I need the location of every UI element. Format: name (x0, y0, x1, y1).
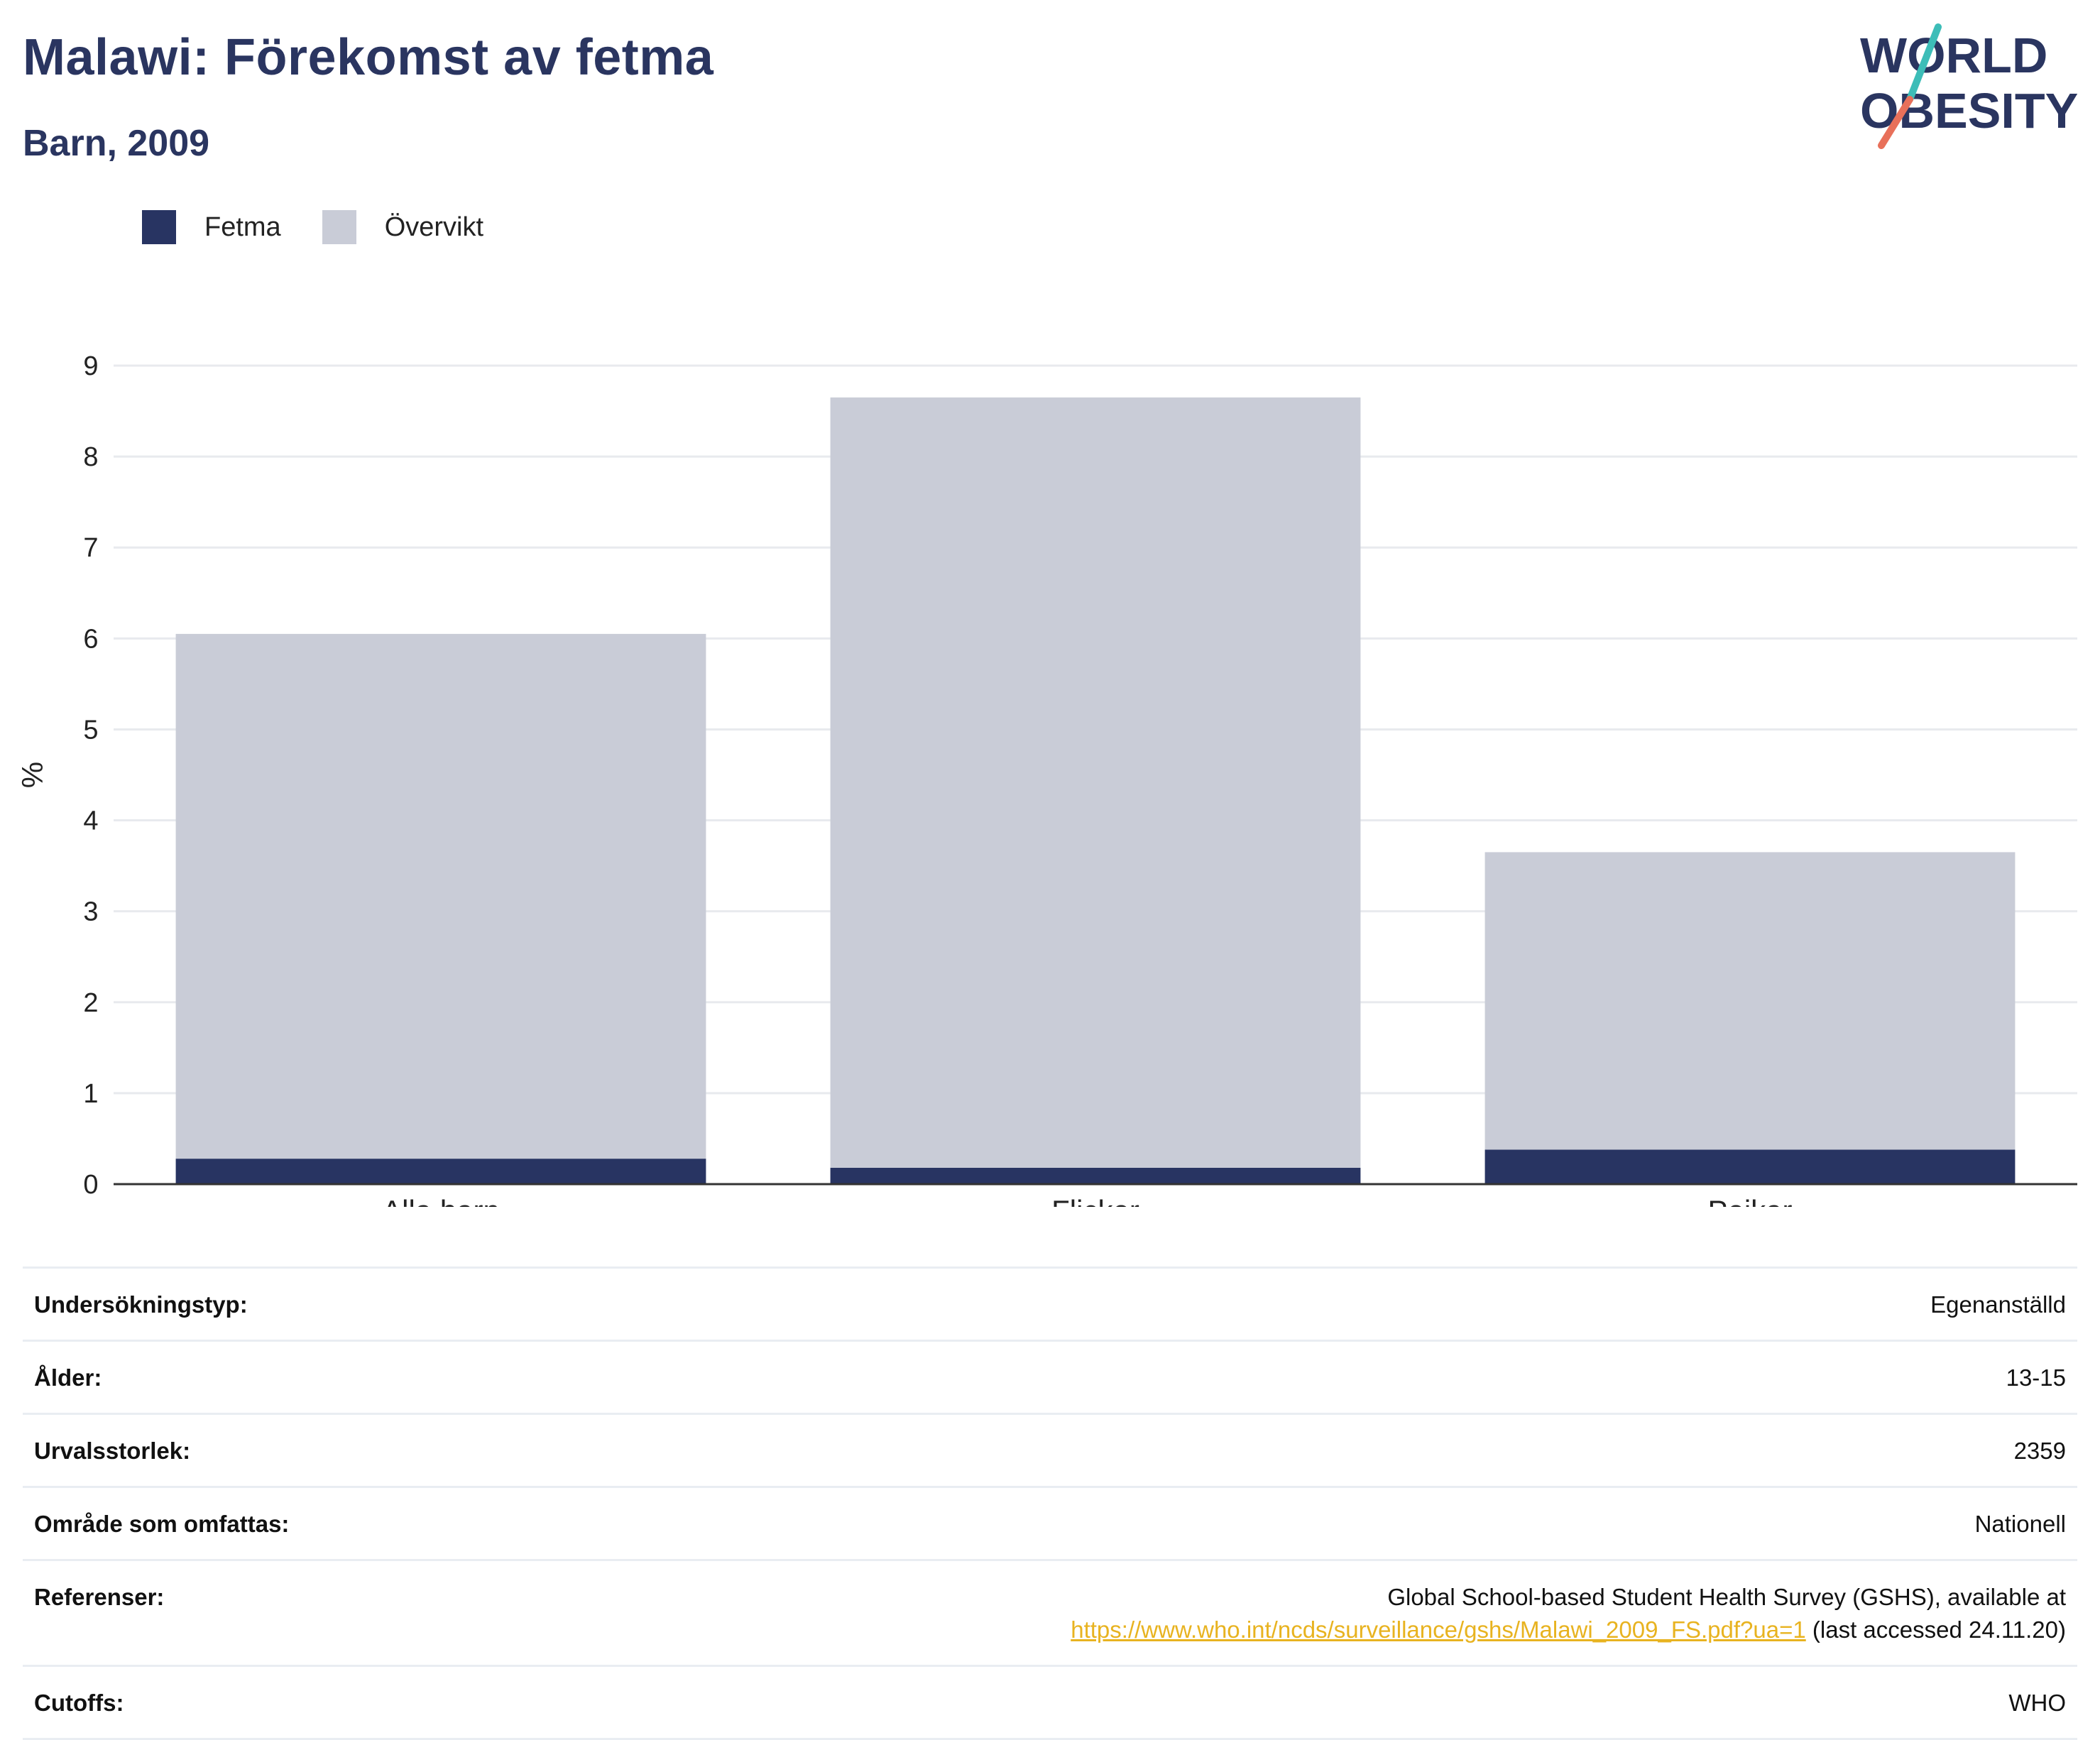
bar-overvikt (175, 633, 706, 1159)
page-title: Malawi: Förekomst av fetma (23, 29, 714, 86)
info-value: 2359 (2013, 1438, 2066, 1464)
info-row-sample-size: Urvalsstorlek: 2359 (23, 1415, 2077, 1488)
info-value: Nationell (1974, 1511, 2066, 1537)
stacked-bar-chart: 0 1 2 3 4 5 6 7 8 9% Alla barn Flickor Pojkar (16, 351, 2077, 1207)
y-tick-label: 9 (83, 351, 98, 381)
info-label: Område som omfattas: (34, 1511, 290, 1537)
legend-swatch-fetma (142, 210, 176, 244)
info-value: 13-15 (2006, 1364, 2066, 1391)
info-value: Global School-based Student Health Surve… (1071, 1581, 2066, 1646)
y-tick-label: 1 (83, 1079, 98, 1109)
logo-slash-top (1906, 23, 1942, 103)
info-label: Referenser: (34, 1584, 165, 1610)
bar-fetma (830, 1167, 1361, 1184)
info-label: Undersökningstyp: (34, 1291, 248, 1318)
info-value: WHO (2008, 1690, 2066, 1716)
info-row-age: Ålder: 13-15 (23, 1342, 2077, 1415)
info-row-survey-type: Undersökningstyp: Egenanställd (23, 1269, 2077, 1342)
y-tick-label: 5 (83, 715, 98, 745)
y-tick-label: 3 (83, 897, 98, 927)
bar-overvikt (830, 397, 1361, 1168)
x-tick-label: Pojkar (1707, 1194, 1792, 1207)
bar-fetma (175, 1159, 706, 1184)
y-tick-label: 2 (83, 988, 98, 1018)
info-label: Cutoffs: (34, 1690, 124, 1716)
x-tick-label: Flickor (1051, 1194, 1139, 1207)
reference-text: Global School-based Student Health Surve… (1387, 1584, 2066, 1610)
reference-accessed: (last accessed 24.11.20) (1805, 1616, 2066, 1643)
info-row-area: Område som omfattas: Nationell (23, 1488, 2077, 1561)
logo-slash-bottom (1878, 96, 1913, 149)
legend-item-fetma: Fetma (142, 210, 281, 244)
y-tick-label: 7 (83, 533, 98, 563)
y-tick-label: 0 (83, 1170, 98, 1200)
logo-line-2: OBESITY (1860, 83, 2078, 138)
legend-swatch-overvikt (322, 210, 356, 244)
page-subtitle: Barn, 2009 (23, 123, 210, 164)
info-table: Undersökningstyp: Egenanställd Ålder: 13… (23, 1266, 2077, 1740)
y-tick-label: 8 (83, 442, 98, 472)
chart-legend: Fetma Övervikt (142, 210, 525, 244)
reference-link[interactable]: https://www.who.int/ncds/surveillance/gs… (1071, 1616, 1806, 1643)
info-label: Ålder: (34, 1364, 102, 1391)
legend-item-overvikt: Övervikt (322, 210, 483, 244)
info-row-references: Referenser: Global School-based Student … (23, 1561, 2077, 1667)
y-axis-label: % (16, 762, 49, 788)
x-tick-label: Alla barn (382, 1194, 500, 1207)
y-tick-label: 4 (83, 806, 98, 836)
info-row-cutoffs: Cutoffs: WHO (23, 1667, 2077, 1740)
legend-label-overvikt: Övervikt (384, 212, 484, 242)
info-label: Urvalsstorlek: (34, 1438, 191, 1464)
world-obesity-logo: WORLD OBESITY (1860, 23, 2078, 149)
info-value: Egenanställd (1930, 1291, 2066, 1318)
logo-line-1: WORLD (1860, 28, 2047, 83)
bar-overvikt (1484, 852, 2016, 1150)
bar-fetma (1484, 1149, 2016, 1184)
legend-label-fetma: Fetma (204, 212, 281, 242)
y-tick-label: 6 (83, 624, 98, 654)
